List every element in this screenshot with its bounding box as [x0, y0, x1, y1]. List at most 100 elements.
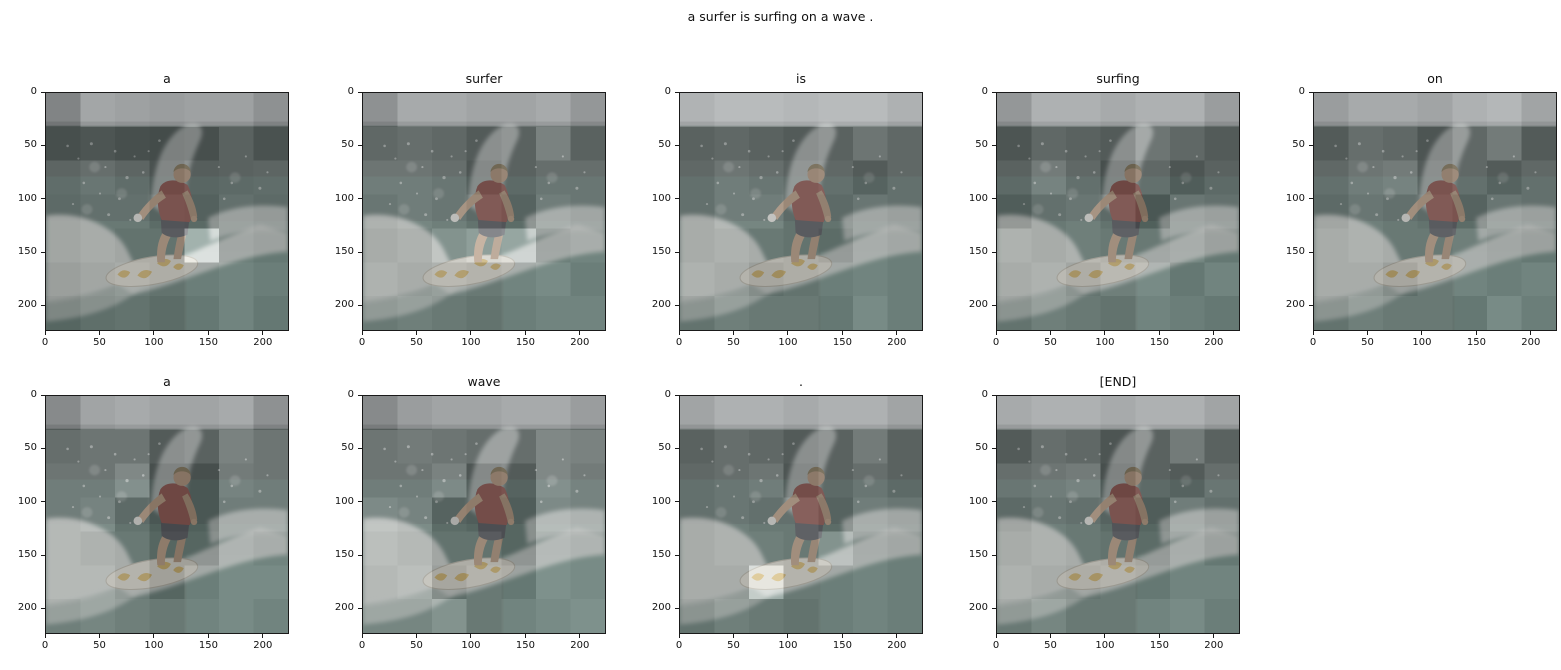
x-tick-mark [841, 634, 843, 638]
y-tick-label: 150 [651, 549, 671, 561]
attention-cell [1486, 262, 1522, 297]
attention-cell [1031, 429, 1067, 464]
attention-cell [1314, 126, 1349, 161]
attention-cell [997, 93, 1032, 127]
x-tick-mark [1366, 331, 1368, 335]
attention-cell [818, 396, 853, 430]
attention-cell [1417, 194, 1453, 229]
attention-cell [570, 296, 605, 330]
attention-cell [432, 93, 467, 127]
x-tick-mark [678, 331, 680, 335]
attention-cell [1169, 126, 1205, 161]
subplot-axes [362, 395, 606, 634]
attention-cell [680, 93, 715, 127]
x-tick-mark [1158, 634, 1160, 638]
y-tick-label: 150 [968, 246, 988, 258]
attention-cell [80, 262, 116, 297]
attention-cell [46, 126, 81, 161]
attention-cell [363, 126, 398, 161]
attention-cell [253, 296, 288, 330]
attention-cell [1204, 296, 1239, 330]
attention-cell [253, 497, 288, 532]
x-tick-label: 200 [1204, 640, 1224, 651]
x-tick-label: 50 [1361, 337, 1374, 348]
x-tick-mark [153, 331, 155, 335]
attention-cell [887, 531, 922, 566]
subplot-title-word: is [796, 71, 806, 86]
attention-cell [818, 262, 853, 297]
y-tick-mark [41, 554, 45, 556]
attention-cell [783, 126, 819, 161]
attention-grid [1314, 93, 1556, 330]
attention-cell [432, 194, 467, 229]
attention-cell [1135, 599, 1170, 633]
attention-cell [363, 262, 398, 297]
attention-cell [1521, 262, 1556, 297]
attention-cell [1486, 296, 1522, 330]
attention-cell [818, 126, 853, 161]
attention-cell [997, 463, 1032, 498]
attention-cell [218, 463, 254, 498]
attention-cell [1135, 531, 1170, 566]
attention-cell [570, 565, 605, 600]
attention-cell [432, 565, 467, 600]
attention-cell [1452, 160, 1487, 195]
attention-cell [997, 296, 1032, 330]
attention-subplot: [END] 0 50 100 150 200 0 50 100 150 200 [969, 374, 1240, 651]
attention-cell [80, 160, 116, 195]
y-tick-label: 50 [24, 139, 37, 151]
y-tick-label: 0 [1298, 86, 1305, 97]
subplot-axes [362, 92, 606, 331]
attention-cell [1348, 93, 1384, 127]
attention-cell [535, 228, 571, 263]
attention-cell [80, 396, 116, 430]
attention-cell [887, 262, 922, 297]
attention-cell [466, 531, 502, 566]
attention-cell [218, 565, 254, 600]
attention-cell [80, 497, 116, 532]
attention-cell [80, 194, 116, 229]
attention-cell [680, 160, 715, 195]
attention-cell [818, 296, 853, 330]
attention-cell [535, 463, 571, 498]
x-tick-label: 150 [198, 337, 218, 348]
x-tick-mark [995, 331, 997, 335]
attention-subplot: surfing 0 50 100 150 200 0 50 100 150 200 [969, 71, 1240, 348]
y-tick-mark [358, 304, 362, 306]
x-tick-mark [207, 634, 209, 638]
attention-cell [115, 463, 150, 498]
attention-cell [1521, 194, 1556, 229]
attention-cell [1169, 296, 1205, 330]
y-tick-label: 50 [1292, 139, 1305, 151]
attention-cell [218, 599, 254, 633]
attention-cell [184, 93, 219, 127]
x-tick-mark [787, 634, 789, 638]
x-tick-mark [896, 634, 898, 638]
subplot-title-word: a [163, 71, 171, 86]
attention-cell [852, 296, 888, 330]
attention-cell [680, 126, 715, 161]
attention-cell [1452, 262, 1487, 297]
x-tick-label: 100 [778, 337, 798, 348]
attention-cell [466, 126, 502, 161]
attention-cell [1314, 296, 1349, 330]
y-tick-mark [358, 144, 362, 146]
attention-cell [680, 396, 715, 430]
attention-cell [714, 160, 750, 195]
x-tick-label: 150 [515, 640, 535, 651]
x-tick-label: 150 [832, 640, 852, 651]
x-tick-label: 0 [41, 337, 49, 348]
attention-cell [1486, 93, 1522, 127]
y-tick-mark [41, 447, 45, 449]
x-tick-mark [1049, 634, 1051, 638]
attention-cell [783, 565, 819, 600]
attention-cell [149, 599, 185, 633]
attention-cell [1066, 429, 1101, 464]
attention-cell [714, 463, 750, 498]
y-tick-label: 0 [30, 389, 37, 400]
attention-image [680, 396, 922, 633]
y-tick-mark [41, 607, 45, 609]
subplot-title-word: wave [467, 374, 501, 389]
y-tick-label: 150 [334, 549, 354, 561]
x-tick-label: 100 [461, 640, 481, 651]
